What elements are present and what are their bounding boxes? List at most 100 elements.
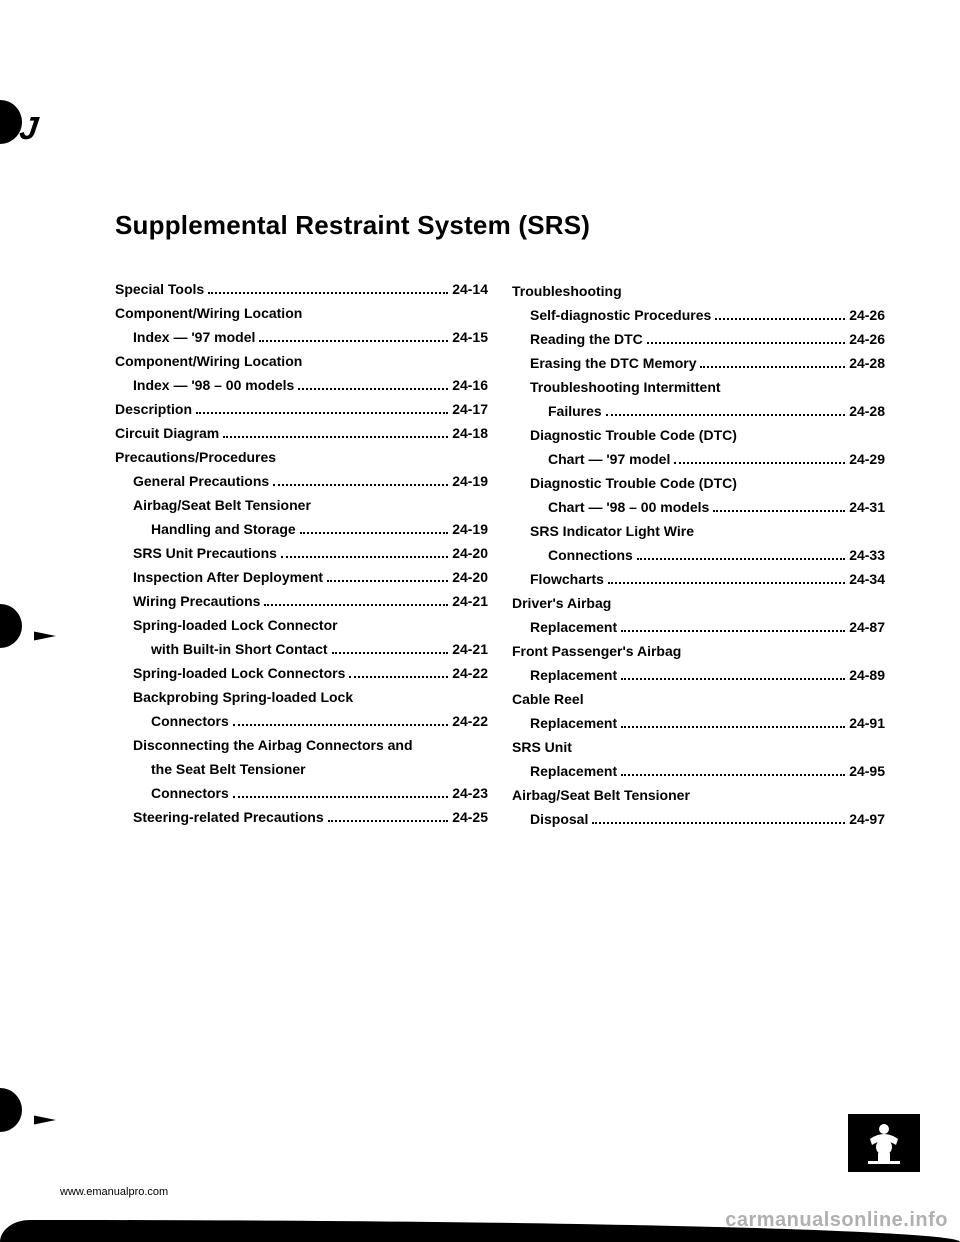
- toc-entry-label: Special Tools: [115, 279, 204, 300]
- toc-heading: Troubleshooting Intermittent: [512, 377, 885, 398]
- toc-entry-label: Circuit Diagram: [115, 423, 219, 444]
- toc-leader-dots: [713, 510, 845, 512]
- toc-entry-label: with Built-in Short Contact: [151, 639, 328, 660]
- toc-entry-label: Reading the DTC: [530, 329, 643, 350]
- toc-entry-label: Description: [115, 399, 192, 420]
- toc-leader-dots: [606, 414, 845, 416]
- toc-entry: Wiring Precautions 24-21: [115, 591, 488, 612]
- toc-entry-label: Replacement: [530, 617, 617, 638]
- page-title: Supplemental Restraint System (SRS): [115, 210, 885, 241]
- toc-leader-dots: [300, 532, 449, 534]
- toc-entry-label: Flowcharts: [530, 569, 604, 590]
- binder-mark: [0, 604, 22, 648]
- toc-leader-dots: [715, 318, 845, 320]
- toc-entry-label: Disposal: [530, 809, 588, 830]
- toc-entry: Connectors24-22: [115, 711, 488, 732]
- toc-leader-dots: [327, 580, 448, 582]
- toc-heading: Diagnostic Trouble Code (DTC): [512, 473, 885, 494]
- toc-entry: Description24-17: [115, 399, 488, 420]
- toc-entry: SRS Unit Precautions 24-20: [115, 543, 488, 564]
- toc-left-column: Special Tools24-14 Component/Wiring Locat…: [115, 279, 488, 833]
- toc-entry: Replacement24-89: [512, 665, 885, 686]
- toc-heading: the Seat Belt Tensioner: [115, 759, 488, 780]
- toc-entry-page: 24-16: [452, 375, 488, 396]
- toc-entry-page: 24-23: [452, 783, 488, 804]
- toc-leader-dots: [621, 678, 845, 680]
- toc-leader-dots: [349, 676, 448, 678]
- toc-entry: with Built-in Short Contact 24-21: [115, 639, 488, 660]
- toc-heading: Airbag/Seat Belt Tensioner: [512, 785, 885, 806]
- toc-heading: Component/Wiring Location: [115, 303, 488, 324]
- toc-entry: Replacement24-95: [512, 761, 885, 782]
- toc-leader-dots: [332, 652, 449, 654]
- toc-leader-dots: [223, 436, 448, 438]
- toc-entry: Special Tools24-14: [115, 279, 488, 300]
- toc-heading: Spring-loaded Lock Connector: [115, 615, 488, 636]
- toc-leader-dots: [621, 726, 845, 728]
- toc-entry: Index — '97 model24-15: [115, 327, 488, 348]
- toc-entry-label: Steering-related Precautions: [133, 807, 324, 828]
- toc-entry-page: 24-89: [849, 665, 885, 686]
- toc-leader-dots: [647, 342, 845, 344]
- toc-entry-page: 24-22: [452, 663, 488, 684]
- toc-entry-page: 24-21: [452, 639, 488, 660]
- toc-leader-dots: [298, 388, 448, 390]
- toc-entry-page: 24-87: [849, 617, 885, 638]
- toc-entry-label: Failures: [548, 401, 602, 422]
- toc-leader-dots: [700, 366, 845, 368]
- toc-right-column: Troubleshooting Self-diagnostic Procedure…: [512, 279, 885, 833]
- toc-entry-page: 24-21: [452, 591, 488, 612]
- toc-entry: Steering-related Precautions24-25: [115, 807, 488, 828]
- toc-entry-label: Wiring Precautions: [133, 591, 260, 612]
- toc-heading: Diagnostic Trouble Code (DTC): [512, 425, 885, 446]
- toc-entry-page: 24-15: [452, 327, 488, 348]
- toc-entry: Replacement24-91: [512, 713, 885, 734]
- toc-heading: SRS Indicator Light Wire: [512, 521, 885, 542]
- page-content: Supplemental Restraint System (SRS) Spec…: [115, 210, 885, 833]
- toc-entry-page: 24-31: [849, 497, 885, 518]
- toc-heading: Component/Wiring Location: [115, 351, 488, 372]
- toc-entry-label: Handling and Storage: [151, 519, 296, 540]
- toc-leader-dots: [259, 340, 448, 342]
- toc-leader-dots: [264, 604, 448, 606]
- toc-leader-dots: [592, 822, 845, 824]
- toc-entry-page: 24-19: [452, 471, 488, 492]
- toc-leader-dots: [233, 724, 448, 726]
- toc-entry-label: Chart — '98 – 00 models: [548, 497, 709, 518]
- toc-leader-dots: [608, 582, 845, 584]
- toc-leader-dots: [233, 796, 448, 798]
- toc-entry: Disposal 24-97: [512, 809, 885, 830]
- arrow-marker: [34, 632, 56, 641]
- toc-entry: Connections24-33: [512, 545, 885, 566]
- toc-heading: Disconnecting the Airbag Connectors and: [115, 735, 488, 756]
- binder-mark: [0, 1088, 22, 1132]
- toc-leader-dots: [208, 292, 448, 294]
- toc-entry-label: Erasing the DTC Memory: [530, 353, 696, 374]
- toc-entry: Index — '98 – 00 models 24-16: [115, 375, 488, 396]
- toc-heading: Airbag/Seat Belt Tensioner: [115, 495, 488, 516]
- toc-heading: Front Passenger's Airbag: [512, 641, 885, 662]
- toc-entry-page: 24-29: [849, 449, 885, 470]
- toc-entry: Flowcharts24-34: [512, 569, 885, 590]
- toc-entry-page: 24-97: [849, 809, 885, 830]
- toc-entry: Self-diagnostic Procedures24-26: [512, 305, 885, 326]
- toc-entry-label: SRS Unit Precautions: [133, 543, 277, 564]
- toc-leader-dots: [328, 820, 449, 822]
- toc-leader-dots: [621, 630, 845, 632]
- toc-entry: Reading the DTC 24-26: [512, 329, 885, 350]
- toc-entry: Inspection After Deployment24-20: [115, 567, 488, 588]
- toc-entry: Connectors24-23: [115, 783, 488, 804]
- toc-entry-label: Chart — '97 model: [548, 449, 670, 470]
- toc-entry-label: Index — '98 – 00 models: [133, 375, 294, 396]
- toc-heading: SRS Unit: [512, 737, 885, 758]
- toc-columns: Special Tools24-14 Component/Wiring Locat…: [115, 279, 885, 833]
- toc-entry-page: 24-26: [849, 329, 885, 350]
- toc-entry-page: 24-91: [849, 713, 885, 734]
- toc-entry-page: 24-26: [849, 305, 885, 326]
- toc-entry-page: 24-20: [452, 543, 488, 564]
- toc-entry-page: 24-33: [849, 545, 885, 566]
- toc-heading: Troubleshooting: [512, 281, 885, 302]
- footer-url: www.emanualpro.com: [60, 1186, 168, 1198]
- toc-leader-dots: [273, 484, 448, 486]
- toc-entry: Erasing the DTC Memory24-28: [512, 353, 885, 374]
